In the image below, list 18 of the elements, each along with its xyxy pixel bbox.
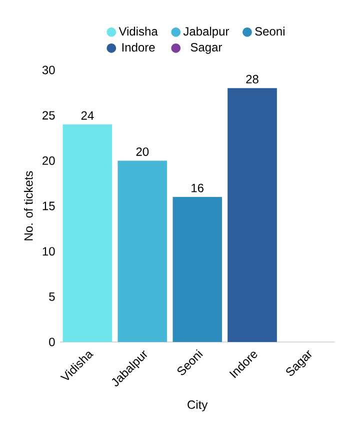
legend-label: Indore (122, 42, 155, 52)
legend-label: Sagar (190, 42, 222, 54)
data-label: 16 (192, 184, 204, 192)
legend-label: Jabalpur (183, 26, 230, 38)
y-tick-label: 25 (42, 111, 55, 120)
data-label: 28 (246, 74, 258, 84)
y-tick-label: 15 (42, 202, 55, 210)
data-label: 24 (81, 111, 94, 120)
y-tick-label: 5 (49, 292, 55, 301)
legend-label: Vidisha (118, 26, 158, 36)
y-tick-label: 0 (49, 338, 55, 346)
y-tick-label: 30 (42, 66, 55, 74)
legend-label: Seoni (255, 26, 284, 36)
y-axis-title: No. of tickets (24, 171, 33, 240)
y-tick-label: 10 (42, 247, 55, 256)
y-tick-label: 20 (42, 156, 55, 165)
data-label: 20 (136, 147, 149, 156)
x-axis-title: City (188, 400, 208, 412)
